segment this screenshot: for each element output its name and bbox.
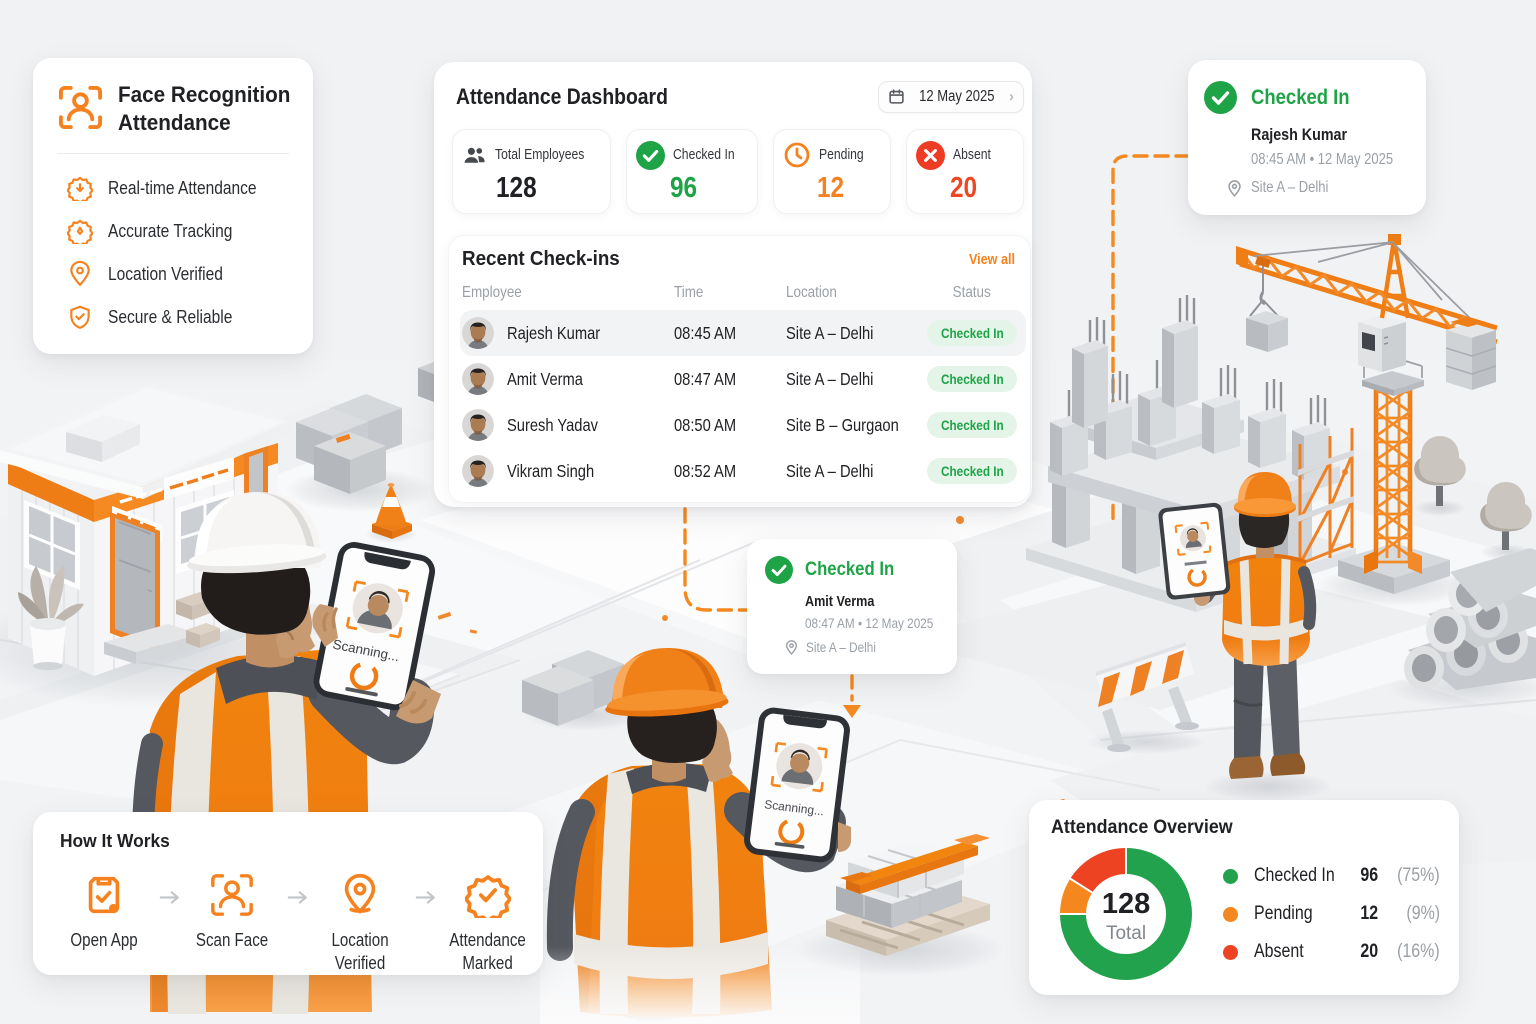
svg-text:Total: Total [1106, 923, 1146, 944]
svg-text:128: 128 [1102, 888, 1150, 920]
